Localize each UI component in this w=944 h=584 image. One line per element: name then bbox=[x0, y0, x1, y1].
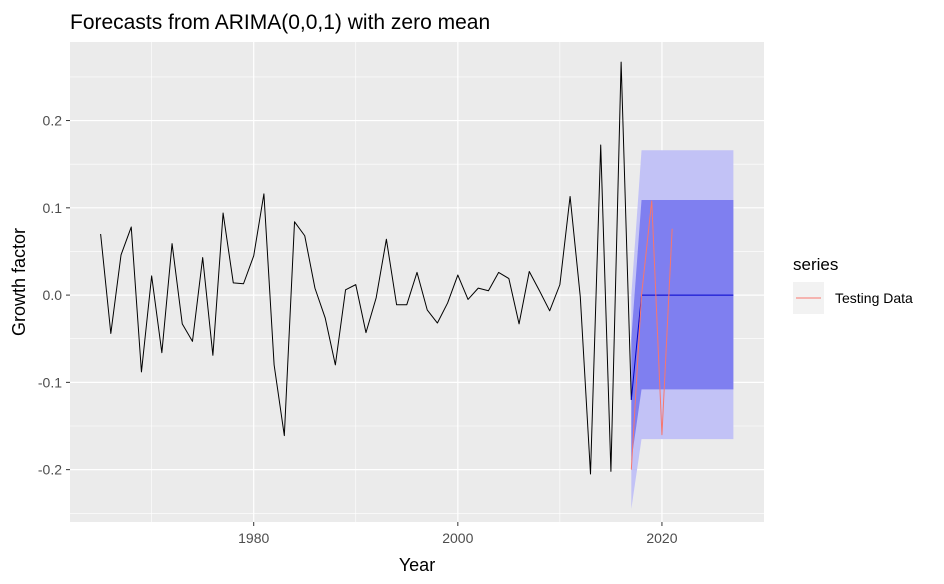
x-axis-title: Year bbox=[399, 555, 435, 575]
x-axis: 1980 2000 2020 bbox=[238, 522, 678, 546]
series-lines bbox=[100, 61, 734, 475]
legend-label-testing-data: Testing Data bbox=[835, 290, 913, 306]
y-tick-label: -0.2 bbox=[38, 462, 62, 478]
x-tick-label: 2020 bbox=[646, 530, 677, 546]
y-axis-title: Growth factor bbox=[9, 228, 29, 336]
x-tick-label: 1980 bbox=[238, 530, 269, 546]
y-axis: -0.2 -0.1 0.0 0.1 0.2 bbox=[38, 113, 70, 478]
prediction-intervals bbox=[631, 150, 734, 509]
history-line bbox=[100, 61, 632, 475]
testing-data-line bbox=[630, 200, 673, 470]
chart-title: Forecasts from ARIMA(0,0,1) with zero me… bbox=[70, 11, 490, 34]
y-tick-label: 0.2 bbox=[43, 113, 63, 129]
band-80 bbox=[631, 199, 734, 461]
y-tick-label: -0.1 bbox=[38, 374, 62, 390]
forecast-mean-line bbox=[630, 294, 734, 400]
x-tick-label: 2000 bbox=[442, 530, 473, 546]
legend: series Testing Data bbox=[793, 255, 913, 314]
y-tick-label: 0.1 bbox=[43, 200, 63, 216]
legend-title: series bbox=[793, 255, 838, 274]
y-tick-label: 0.0 bbox=[43, 287, 63, 303]
